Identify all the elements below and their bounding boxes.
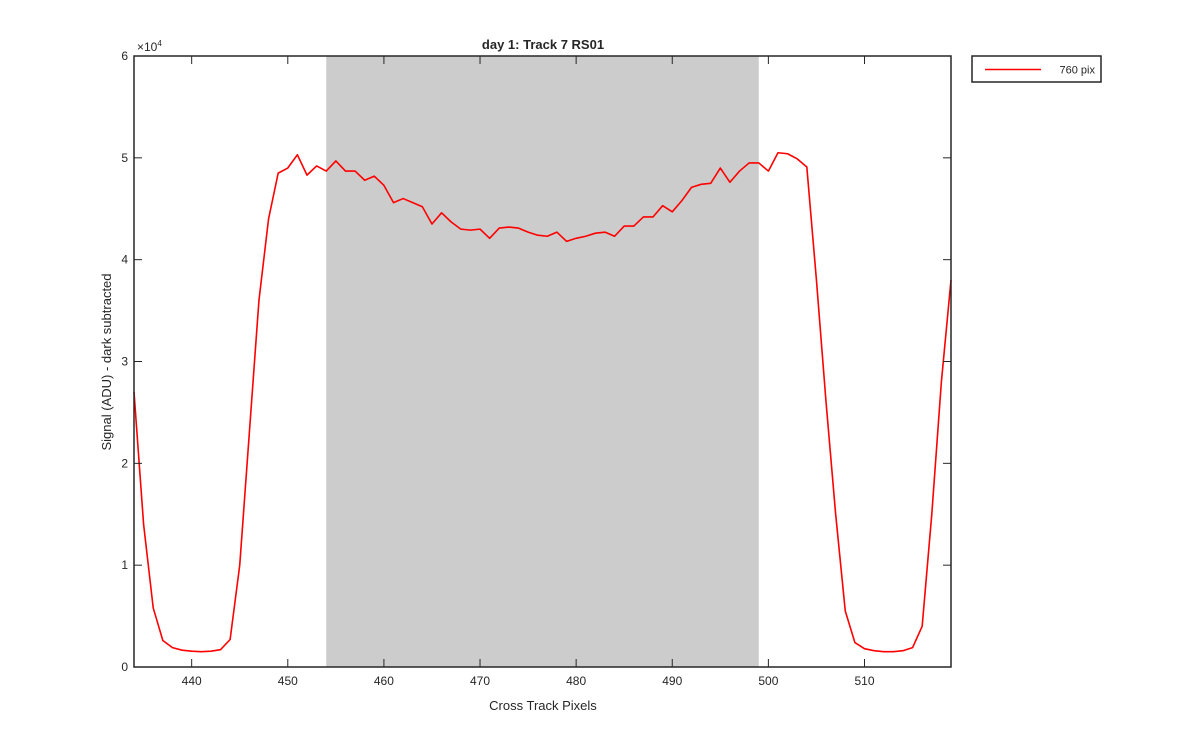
x-tick-label: 470 bbox=[470, 674, 490, 688]
y-tick-label: 4 bbox=[121, 253, 128, 267]
chart-title: day 1: Track 7 RS01 bbox=[482, 37, 604, 52]
y-tick-label: 5 bbox=[121, 151, 128, 165]
x-tick-label: 490 bbox=[662, 674, 682, 688]
x-axis-title: Cross Track Pixels bbox=[489, 698, 597, 713]
shaded-region bbox=[326, 56, 759, 667]
y-axis-exponent-base: ×10 bbox=[137, 40, 158, 54]
y-tick-label: 1 bbox=[121, 558, 128, 572]
x-tick-label: 480 bbox=[566, 674, 586, 688]
y-axis-exponent: ×104 bbox=[137, 39, 162, 54]
legend: 760 pix bbox=[971, 55, 1102, 83]
legend-label: 760 pix bbox=[1060, 65, 1096, 77]
y-tick-label: 2 bbox=[121, 456, 128, 470]
y-tick-label: 3 bbox=[121, 355, 128, 369]
y-tick-label: 0 bbox=[121, 660, 128, 674]
x-tick-label: 510 bbox=[854, 674, 874, 688]
x-tick-label: 500 bbox=[758, 674, 778, 688]
series-line-0 bbox=[133, 151, 952, 653]
x-tick-label: 450 bbox=[278, 674, 298, 688]
y-axis-exponent-power: 4 bbox=[157, 39, 162, 48]
x-tick-label: 440 bbox=[182, 674, 202, 688]
plot-area bbox=[133, 56, 952, 667]
y-tick-label: 6 bbox=[121, 49, 128, 63]
axes: 440 450 460 470 480 490 500 510 0 1 2 3 4 5 6 bbox=[121, 49, 952, 688]
x-tick-label: 460 bbox=[374, 674, 394, 688]
y-axis-title: Signal (ADU) - dark subtracted bbox=[99, 273, 114, 450]
